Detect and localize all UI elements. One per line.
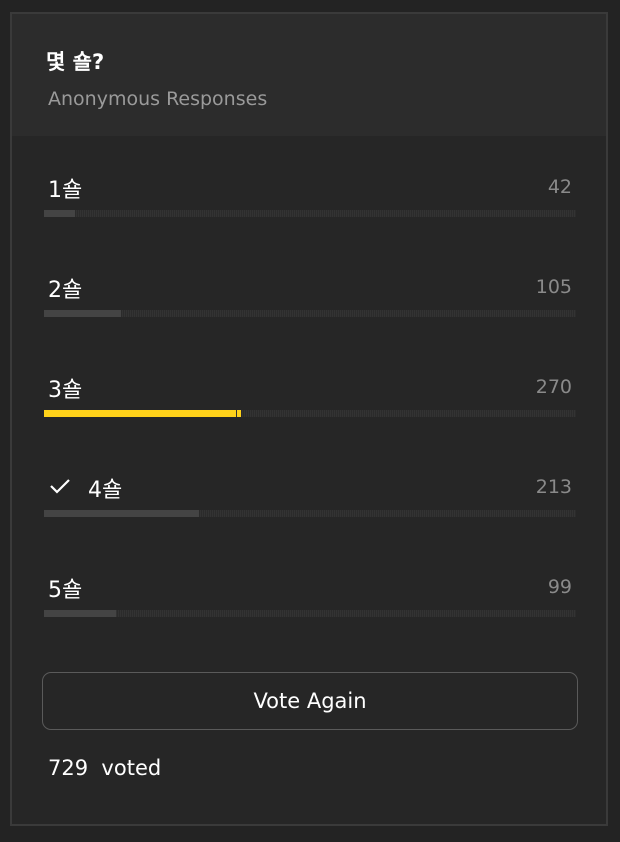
option-label: 3숄	[48, 378, 83, 403]
poll-option-2[interactable]: 2숄 105	[44, 272, 576, 332]
option-progress-track	[44, 610, 576, 617]
option-progress-track	[44, 310, 576, 317]
option-count: 213	[535, 476, 572, 498]
option-count: 42	[547, 176, 572, 198]
option-count: 105	[535, 276, 572, 298]
poll-option-4[interactable]: 4숄 213	[44, 472, 576, 532]
poll-option-3[interactable]: 3숄 270	[44, 372, 576, 432]
option-progress-fill	[44, 410, 242, 417]
option-label: 5숄	[48, 578, 83, 603]
option-count: 99	[547, 576, 572, 598]
poll-subtitle: Anonymous Responses	[48, 88, 268, 110]
option-progress-fill	[44, 310, 121, 317]
poll-header: 몇 숄? Anonymous Responses	[12, 14, 606, 136]
check-icon	[50, 479, 70, 494]
vote-again-button[interactable]: Vote Again	[42, 672, 578, 730]
option-count: 270	[535, 376, 572, 398]
poll-card: 몇 숄? Anonymous Responses 1숄 42 2숄 105 3숄 270 4…	[10, 12, 608, 826]
option-progress-track	[44, 210, 576, 217]
poll-option-1[interactable]: 1숄 42	[44, 172, 576, 232]
poll-title: 몇 숄?	[46, 50, 105, 74]
option-label: 2숄	[48, 278, 83, 303]
option-label: 4숄	[88, 478, 123, 503]
poll-option-5[interactable]: 5숄 99	[44, 572, 576, 632]
option-progress-fill	[44, 210, 75, 217]
total-voted: 729 voted	[48, 756, 162, 780]
option-progress-track	[44, 410, 576, 417]
option-progress-fill	[44, 610, 117, 617]
option-progress-fill	[44, 510, 200, 517]
option-progress-track	[44, 510, 576, 517]
option-label: 1숄	[48, 178, 83, 203]
